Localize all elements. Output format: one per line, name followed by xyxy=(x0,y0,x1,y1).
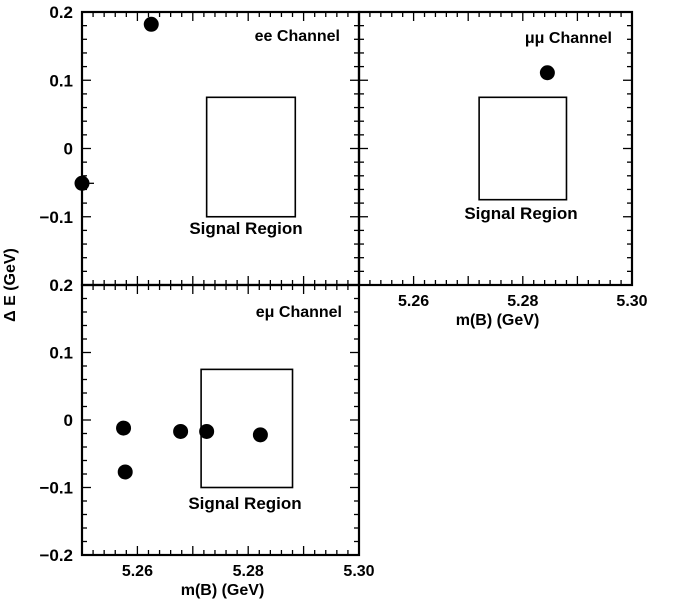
y-tick-label: 0.2 xyxy=(49,276,73,295)
y-tick-label: −0.1 xyxy=(39,208,73,227)
x-axis-label: m(B) (GeV) xyxy=(456,312,540,329)
channel-label: μμ Channel xyxy=(525,30,612,47)
x-tick-label: 5.26 xyxy=(398,293,429,310)
y-tick-label: 0 xyxy=(64,140,73,159)
x-tick-label: 5.28 xyxy=(233,563,264,580)
channel-label: ee Channel xyxy=(255,28,340,45)
data-point xyxy=(117,464,133,480)
data-point xyxy=(143,16,159,32)
y-tick-label: 0 xyxy=(64,411,73,430)
signal-region-label: Signal Region xyxy=(188,494,301,513)
tick-marks xyxy=(358,11,633,286)
panel-frame xyxy=(80,10,361,287)
tick-marks xyxy=(81,11,360,286)
signal-region-box xyxy=(200,368,294,489)
panel-ee: 0.2 0.1 0 −0.1 Signal Region ee Channel xyxy=(39,3,361,287)
x-tick-label: 5.30 xyxy=(616,293,647,310)
panel-mumu: 5.26 5.28 5.30 m(B) (GeV) Signal Region μμ Ch… xyxy=(357,10,648,329)
signal-region-label: Signal Region xyxy=(464,204,577,223)
x-tick-label: 5.30 xyxy=(343,563,374,580)
panel-frame xyxy=(357,10,634,287)
y-tick-label: 0.2 xyxy=(49,3,73,22)
y-tick-label: 0.1 xyxy=(49,71,73,90)
data-point xyxy=(116,420,132,436)
signal-region-box xyxy=(205,96,297,218)
signal-region-box xyxy=(478,96,568,201)
x-tick-label: 5.26 xyxy=(122,563,153,580)
signal-region-label: Signal Region xyxy=(189,219,302,238)
data-point xyxy=(74,175,90,191)
tick-marks xyxy=(81,284,360,556)
data-point xyxy=(539,65,555,81)
x-tick-label: 5.28 xyxy=(507,293,538,310)
panel-frame xyxy=(80,283,361,557)
y-tick-label: 0.1 xyxy=(49,344,73,363)
data-point xyxy=(199,423,215,439)
y-axis-label: Δ E (GeV) xyxy=(2,248,19,322)
data-point xyxy=(173,423,189,439)
y-tick-label: −0.1 xyxy=(39,479,73,498)
channel-label: eμ Channel xyxy=(256,304,342,321)
x-axis-label: m(B) (GeV) xyxy=(181,582,265,599)
panel-emu: 0.2 0.1 0 −0.1 −0.2 5.26 5.28 5.30 m(B) (GeV) Sig… xyxy=(39,276,374,599)
data-point xyxy=(252,427,268,443)
y-tick-label: −0.2 xyxy=(39,546,73,565)
